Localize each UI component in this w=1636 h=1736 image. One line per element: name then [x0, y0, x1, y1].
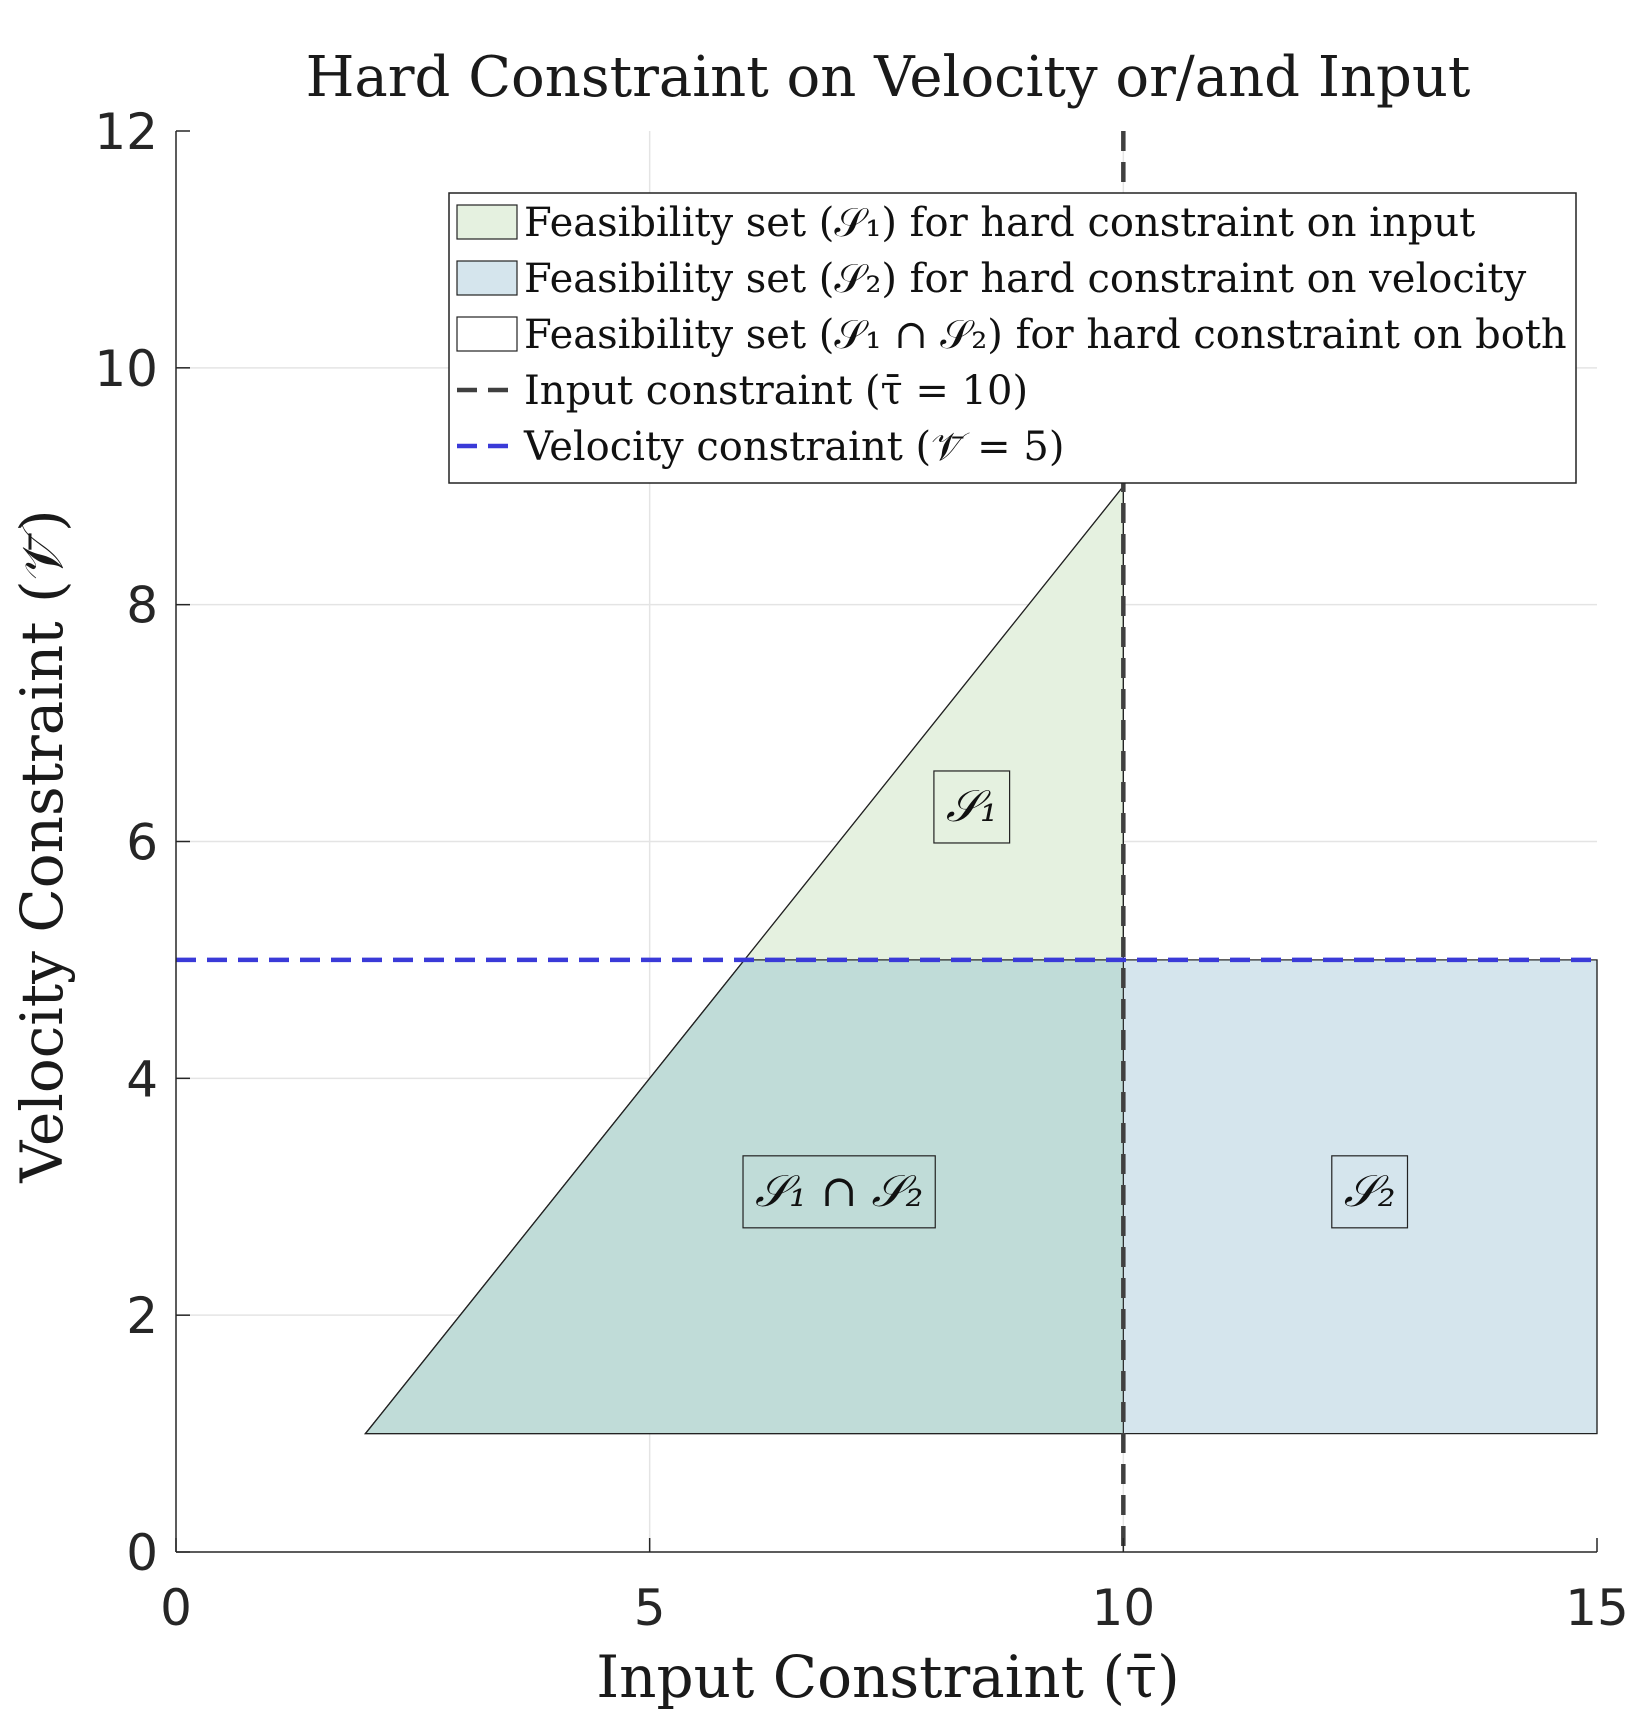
chart-title: Hard Constraint on Velocity or/and Input	[306, 45, 1471, 110]
y-tick-label: 4	[126, 1050, 158, 1108]
annotation-label: 𝒮₂	[1344, 1166, 1396, 1217]
legend-label: Feasibility set (𝒮₁) for hard constraint…	[524, 200, 1475, 246]
region-s1-s2	[365, 959, 1124, 1434]
legend-label: Feasibility set (𝒮₁ ∩ 𝒮₂) for hard const…	[524, 312, 1567, 358]
legend-label: Feasibility set (𝒮₂) for hard constraint…	[524, 256, 1527, 302]
annotation-frame	[933, 770, 1011, 844]
legend-swatch	[456, 316, 518, 352]
legend-swatch	[456, 260, 518, 296]
annotation-box: 𝒮₂	[1331, 1155, 1409, 1229]
legend-box	[448, 192, 1577, 484]
legend-entry-input-constraint: Input constraint (τ̄ = 10)	[457, 368, 1028, 414]
region-outline-s2	[364, 959, 1598, 1435]
x-tick-label: 0	[160, 1579, 192, 1637]
legend-entry-s1: Feasibility set (𝒮₁) for hard constraint…	[456, 200, 1475, 246]
y-tick-label: 10	[94, 340, 158, 398]
annotation-box: 𝒮₁	[933, 770, 1011, 844]
legend-entry-velocity-constraint: Velocity constraint (𝒱̄ = 5)	[457, 424, 1064, 470]
axes: 0 5 10 15 0 2 4 6 8 10 12	[94, 103, 1628, 1637]
legend: Feasibility set (𝒮₁) for hard constraint…	[448, 192, 1577, 484]
legend-label: Velocity constraint (𝒱̄ = 5)	[523, 424, 1064, 470]
y-axis-label: Velocity Constraint (𝒱̄)	[8, 509, 76, 1183]
x-tick-label: 15	[1565, 1579, 1629, 1637]
annotations: 𝒮₁ 𝒮₁ ∩ 𝒮₂ 𝒮₂	[742, 770, 1409, 1229]
y-tick-label: 0	[126, 1524, 158, 1582]
y-tick-label: 6	[126, 814, 158, 872]
annotation-frame	[1331, 1155, 1409, 1229]
y-tick-label: 8	[126, 577, 158, 635]
x-tick-label: 5	[634, 1579, 666, 1637]
x-axis-label: Input Constraint (τ̄)	[596, 1643, 1180, 1711]
y-tick-label: 2	[126, 1287, 158, 1345]
annotation-label: 𝒮₁ ∩ 𝒮₂	[755, 1166, 923, 1217]
annotation-frame	[742, 1155, 936, 1229]
y-tick-label: 12	[94, 103, 158, 161]
legend-swatch	[456, 204, 518, 240]
legend-entry-s2: Feasibility set (𝒮₂) for hard constraint…	[456, 256, 1527, 302]
x-tick-label: 10	[1092, 1579, 1156, 1637]
annotation-box: 𝒮₁ ∩ 𝒮₂	[742, 1155, 936, 1229]
annotation-label: 𝒮₁	[946, 781, 998, 832]
legend-entry-s1-s2: Feasibility set (𝒮₁ ∩ 𝒮₂) for hard const…	[456, 312, 1567, 358]
legend-label: Input constraint (τ̄ = 10)	[524, 368, 1028, 414]
